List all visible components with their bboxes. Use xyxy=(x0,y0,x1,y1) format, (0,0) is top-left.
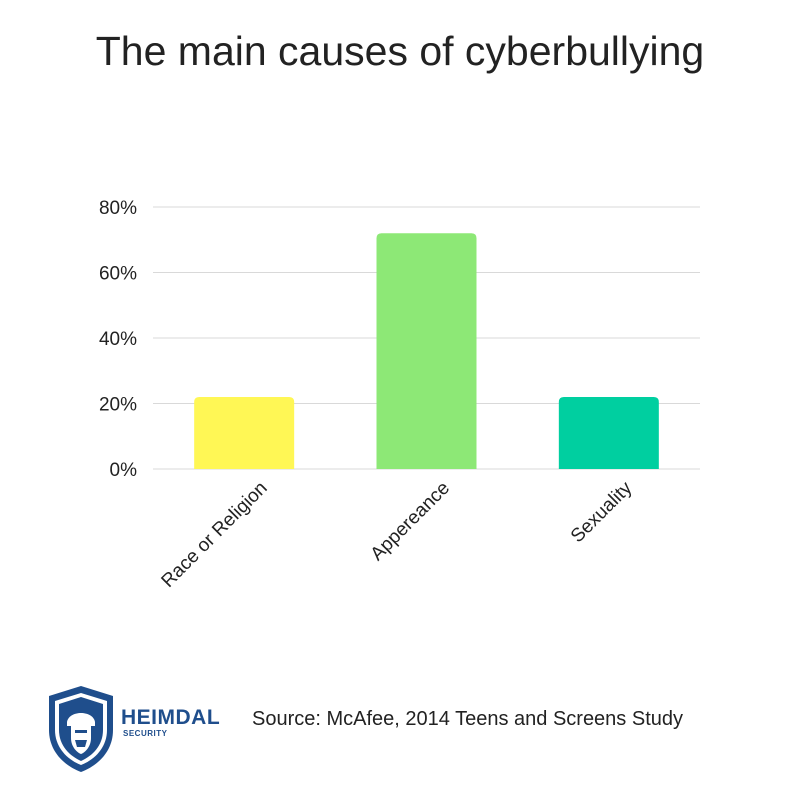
y-axis-ticks: 0% 20% 40% 60% 80% xyxy=(99,198,137,481)
heimdal-shield-logo-icon xyxy=(49,686,113,772)
x-category-label: Appereance xyxy=(367,478,454,565)
y-tick-label: 20% xyxy=(99,395,137,416)
source-text: Source: McAfee, 2014 Teens and Screens S… xyxy=(252,708,684,730)
brand-name: HEIMDAL xyxy=(121,706,221,729)
footer: HEIMDAL SECURITY Source: McAfee, 2014 Te… xyxy=(45,684,775,774)
bar-appereance xyxy=(376,233,477,469)
chart-bars xyxy=(194,233,659,469)
x-axis-labels: Race or Religion Appereance Sexuality xyxy=(158,477,637,592)
y-tick-label: 40% xyxy=(99,329,137,350)
y-tick-label: 80% xyxy=(99,198,137,219)
page-title: The main causes of cyberbullying xyxy=(95,28,705,74)
y-tick-label: 60% xyxy=(99,264,137,285)
brand-subtitle: SECURITY xyxy=(123,729,168,738)
x-category-label: Race or Religion xyxy=(158,478,272,592)
bar-race-or-religion xyxy=(194,396,295,469)
bar-chart: 0% 20% 40% 60% 80% Race or Religion Appereanc… xyxy=(99,198,700,592)
y-tick-label: 0% xyxy=(110,460,138,481)
bar-sexuality xyxy=(558,396,659,469)
x-category-label: Sexuality xyxy=(567,477,637,547)
